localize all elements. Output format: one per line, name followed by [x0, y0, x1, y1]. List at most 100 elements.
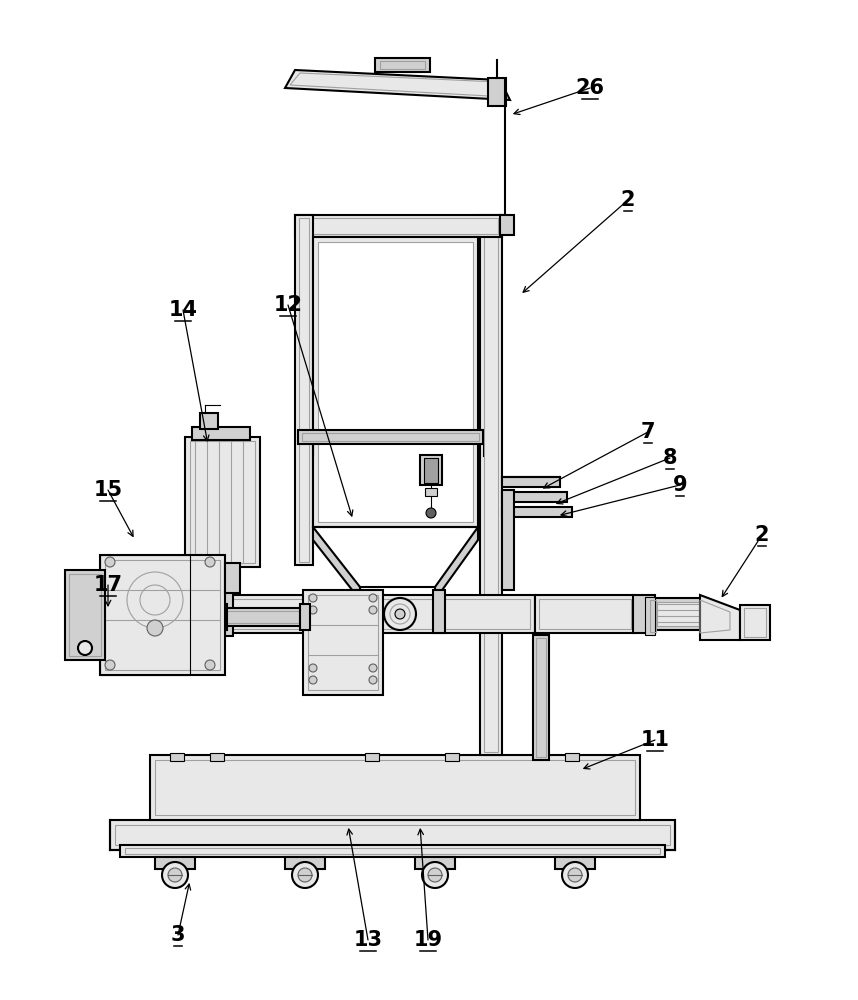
Bar: [318, 242, 473, 522]
Circle shape: [205, 557, 215, 567]
Bar: [295, 215, 502, 237]
Bar: [502, 490, 514, 590]
Circle shape: [395, 609, 405, 619]
Bar: [150, 755, 640, 820]
Bar: [303, 590, 383, 695]
Circle shape: [384, 598, 416, 630]
Bar: [539, 599, 631, 629]
Circle shape: [426, 508, 436, 518]
Bar: [299, 218, 498, 234]
Circle shape: [205, 660, 215, 670]
Bar: [500, 215, 514, 235]
Bar: [110, 820, 675, 850]
Circle shape: [369, 676, 377, 684]
Text: 19: 19: [414, 930, 443, 950]
Circle shape: [162, 862, 188, 888]
Text: 9: 9: [673, 475, 687, 495]
Bar: [155, 857, 195, 869]
Text: 8: 8: [662, 448, 677, 468]
Circle shape: [422, 862, 448, 888]
Bar: [650, 600, 656, 632]
Bar: [100, 555, 190, 675]
Circle shape: [168, 868, 182, 882]
Bar: [220, 595, 535, 633]
Bar: [502, 492, 567, 502]
Bar: [533, 635, 549, 760]
Bar: [192, 427, 250, 440]
Bar: [424, 458, 438, 483]
Circle shape: [309, 664, 317, 672]
Bar: [69, 574, 101, 656]
Bar: [365, 753, 379, 761]
Bar: [224, 611, 299, 623]
Text: 15: 15: [94, 480, 123, 500]
Bar: [653, 598, 703, 630]
Text: 17: 17: [94, 575, 123, 595]
Bar: [308, 595, 378, 690]
Bar: [105, 560, 220, 670]
Bar: [350, 590, 362, 633]
Circle shape: [105, 660, 115, 670]
Bar: [225, 563, 240, 593]
Bar: [488, 78, 506, 106]
Bar: [155, 760, 635, 815]
Text: 14: 14: [168, 300, 197, 320]
Bar: [565, 753, 579, 761]
Bar: [300, 604, 310, 630]
Circle shape: [147, 620, 163, 636]
Bar: [535, 595, 635, 633]
Text: 11: 11: [641, 730, 669, 750]
Polygon shape: [285, 70, 510, 100]
Bar: [375, 58, 430, 72]
Circle shape: [428, 868, 442, 882]
Bar: [170, 753, 184, 761]
Text: 13: 13: [353, 930, 383, 950]
Text: 12: 12: [274, 295, 303, 315]
Bar: [220, 608, 303, 626]
Bar: [657, 602, 699, 626]
Bar: [425, 488, 437, 496]
Bar: [502, 507, 572, 517]
Polygon shape: [700, 595, 740, 640]
Polygon shape: [313, 527, 360, 600]
Circle shape: [369, 664, 377, 672]
Bar: [420, 455, 442, 485]
Bar: [555, 857, 595, 869]
Bar: [298, 430, 483, 444]
Circle shape: [568, 868, 582, 882]
Bar: [210, 753, 224, 761]
Circle shape: [309, 594, 317, 602]
Bar: [536, 638, 546, 757]
Bar: [100, 555, 225, 675]
Circle shape: [292, 862, 318, 888]
Bar: [633, 595, 655, 633]
Bar: [480, 215, 502, 755]
Circle shape: [105, 557, 115, 567]
Bar: [185, 437, 260, 567]
Text: 3: 3: [171, 925, 185, 945]
Bar: [740, 605, 770, 640]
Bar: [190, 441, 255, 563]
Circle shape: [309, 676, 317, 684]
Bar: [380, 61, 425, 69]
Bar: [125, 848, 660, 854]
Bar: [645, 597, 655, 635]
Bar: [302, 433, 479, 441]
Bar: [200, 413, 218, 429]
Polygon shape: [435, 527, 478, 600]
Bar: [502, 477, 560, 487]
Bar: [295, 215, 313, 565]
Bar: [299, 218, 309, 562]
Text: 2: 2: [620, 190, 635, 210]
Bar: [217, 604, 227, 630]
Bar: [415, 857, 455, 869]
Text: 7: 7: [641, 422, 656, 442]
Text: 2: 2: [755, 525, 770, 545]
Circle shape: [369, 606, 377, 614]
Circle shape: [298, 868, 312, 882]
Circle shape: [309, 606, 317, 614]
Bar: [115, 825, 670, 845]
Text: 26: 26: [576, 78, 605, 98]
Bar: [120, 845, 665, 857]
Bar: [225, 599, 530, 629]
